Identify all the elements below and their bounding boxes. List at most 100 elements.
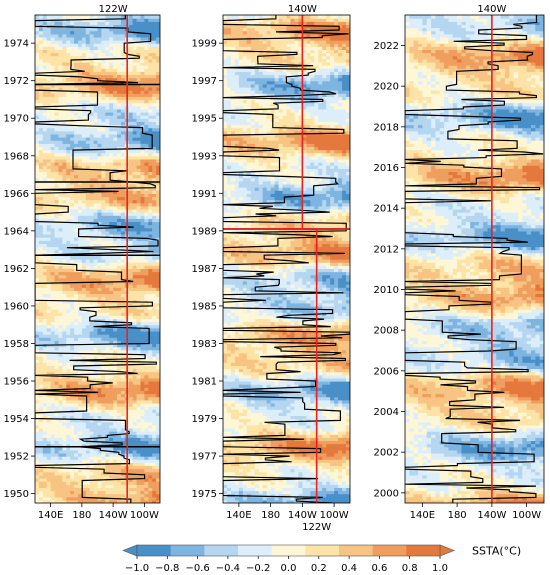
ssta-cell — [120, 127, 126, 132]
ssta-cell — [117, 321, 122, 326]
ssta-cell — [50, 124, 56, 129]
ssta-cell — [46, 459, 52, 463]
ssta-cell — [140, 271, 145, 276]
ssta-cell — [35, 121, 40, 126]
ssta-cell — [77, 402, 83, 407]
ssta-cell — [101, 474, 106, 479]
ssta-cell — [144, 196, 149, 201]
ssta-cell — [148, 15, 153, 19]
ssta-cell — [113, 162, 118, 166]
ssta-cell — [62, 381, 67, 385]
ssta-cell — [97, 208, 103, 213]
ssta-cell — [113, 83, 118, 88]
ssta-cell — [35, 330, 40, 335]
ssta-cell — [38, 259, 44, 263]
ssta-cell — [42, 452, 48, 457]
ssta-cell — [128, 152, 134, 157]
ssta-cell — [50, 456, 56, 460]
ssta-cell — [77, 309, 83, 313]
ssta-cell — [136, 343, 142, 348]
ssta-cell — [136, 268, 142, 273]
ssta-cell — [156, 471, 160, 476]
ssta-cell — [152, 343, 157, 348]
ssta-cell — [74, 149, 79, 154]
ssta-cell — [97, 237, 103, 241]
ssta-cell — [58, 230, 63, 235]
ssta-cell — [113, 86, 118, 91]
ssta-cell — [144, 121, 149, 126]
ssta-cell — [42, 318, 48, 323]
ssta-cell — [144, 477, 149, 482]
ssta-cell — [70, 61, 75, 66]
ssta-cell — [148, 324, 153, 329]
ssta-cell — [62, 93, 67, 97]
ssta-cell — [77, 490, 83, 495]
ssta-cell — [46, 299, 52, 304]
ssta-cell — [109, 205, 114, 210]
ssta-cell — [42, 437, 48, 442]
ssta-cell — [101, 121, 106, 126]
ssta-cell — [81, 174, 87, 179]
ssta-cell — [93, 362, 99, 366]
ssta-cell — [58, 315, 63, 320]
ssta-cell — [42, 355, 48, 360]
ssta-cell — [148, 393, 153, 398]
ssta-cell — [140, 137, 145, 141]
ssta-cell — [35, 105, 40, 110]
ssta-cell — [74, 346, 79, 351]
ssta-cell — [101, 330, 106, 335]
ssta-cell — [35, 459, 40, 463]
ssta-cell — [128, 71, 134, 76]
ssta-cell — [113, 362, 118, 366]
ssta-cell — [70, 468, 75, 473]
ssta-cell — [42, 130, 48, 135]
ssta-cell — [62, 171, 67, 176]
ssta-cell — [113, 277, 118, 282]
ssta-cell — [136, 327, 142, 332]
ssta-cell — [70, 396, 75, 401]
ssta-cell — [74, 421, 79, 426]
ssta-cell — [132, 205, 138, 210]
ssta-cell — [93, 349, 99, 354]
ssta-cell — [54, 452, 60, 457]
ssta-cell — [58, 462, 63, 467]
ssta-cell — [152, 340, 157, 345]
ssta-cell — [93, 152, 99, 157]
ssta-cell — [46, 409, 52, 413]
ssta-cell — [97, 71, 103, 76]
ssta-cell — [85, 365, 91, 370]
ssta-cell — [140, 293, 145, 298]
ssta-cell — [156, 402, 160, 407]
ssta-cell — [140, 343, 145, 348]
ssta-cell — [140, 255, 145, 260]
ssta-cell — [58, 321, 63, 326]
ssta-cell — [81, 431, 87, 435]
ssta-cell — [70, 449, 75, 454]
ssta-cell — [35, 321, 40, 326]
ssta-cell — [109, 233, 114, 238]
ssta-cell — [120, 293, 126, 298]
ssta-cell — [62, 456, 67, 460]
ssta-cell — [62, 315, 67, 320]
ssta-cell — [113, 36, 118, 41]
ssta-cell — [54, 352, 60, 357]
ssta-cell — [117, 61, 122, 66]
ssta-cell — [152, 133, 157, 138]
ssta-cell — [93, 46, 99, 51]
ssta-cell — [117, 205, 122, 210]
ssta-cell — [136, 274, 142, 279]
ssta-cell — [58, 249, 63, 254]
ssta-cell — [54, 21, 60, 25]
ssta-cell — [81, 384, 87, 388]
ssta-cell — [117, 355, 122, 360]
ssta-cell — [117, 140, 122, 144]
ssta-cell — [128, 240, 134, 244]
ssta-cell — [109, 40, 114, 44]
ssta-cell — [97, 280, 103, 285]
ssta-cell — [152, 255, 157, 260]
ssta-cell — [81, 315, 87, 320]
ssta-cell — [93, 55, 99, 60]
ssta-cell — [66, 183, 71, 188]
ssta-cell — [54, 334, 60, 338]
ssta-cell — [77, 215, 83, 219]
